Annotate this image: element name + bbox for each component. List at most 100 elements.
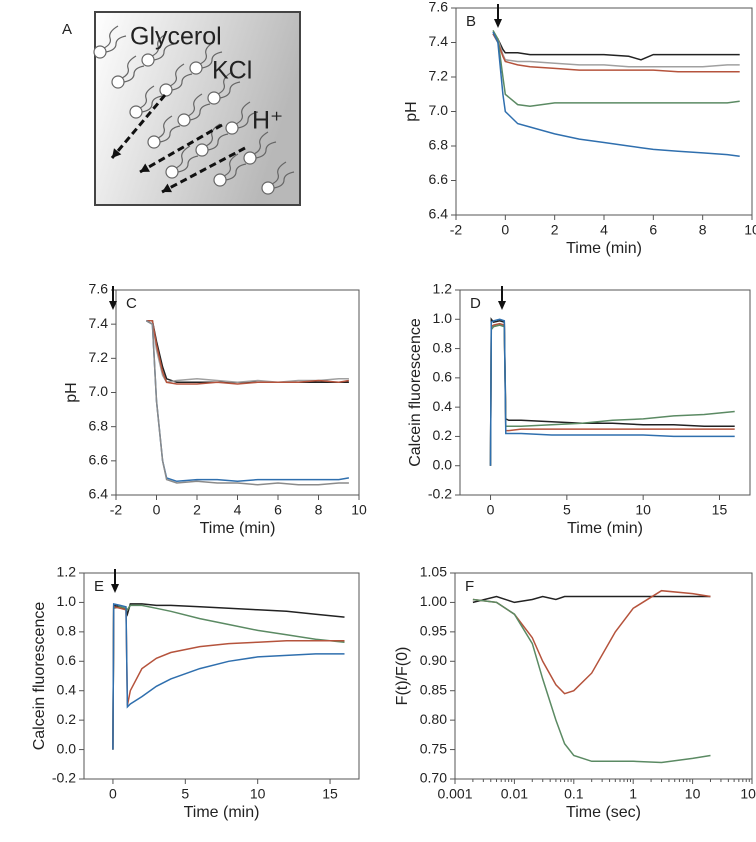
- series-line: [489, 324, 735, 466]
- plot-frame: [459, 289, 751, 496]
- y-tick-label: 0.2: [57, 711, 77, 727]
- y-tick-label: 7.2: [429, 68, 449, 84]
- lipid-tail: [123, 65, 145, 83]
- chart-panel: 6.4 6.6 6.8 7.0 7.2 7.4 7.6 -2 0 2 4 6 8 10 Time (min)…: [403, 0, 756, 257]
- y-tick-label: 0.6: [433, 369, 453, 385]
- y-tick-label: 0.6: [57, 652, 77, 668]
- series-line: [492, 33, 740, 73]
- y-tick-label: 7.2: [89, 349, 109, 365]
- y-tick-label: 1.05: [420, 564, 447, 580]
- x-axis-title: Time (min): [566, 240, 642, 257]
- y-tick-label: 1.00: [420, 593, 447, 609]
- y-tick-label: 1.2: [57, 564, 77, 580]
- x-axis-title: Time (min): [200, 520, 276, 537]
- lipid-tail: [171, 73, 193, 91]
- lipid-tail: [271, 161, 287, 185]
- x-tick-label: 10: [250, 786, 266, 802]
- lipid-tail: [219, 81, 241, 99]
- x-tick-label: 6: [274, 502, 282, 518]
- lipid-tail: [217, 71, 233, 95]
- y-tick-label: 0.2: [433, 427, 453, 443]
- series-line: [492, 33, 740, 68]
- x-tick-label: 5: [181, 786, 189, 802]
- lipid-tail: [205, 123, 221, 147]
- series-line: [489, 322, 735, 466]
- x-tick-label: 100: [740, 786, 756, 802]
- lipid-tail: [207, 133, 229, 151]
- series-line: [112, 602, 345, 750]
- diagram-box: [94, 11, 301, 206]
- series-line: [489, 317, 735, 466]
- x-tick-label: 0: [153, 502, 161, 518]
- addition-arrow-head: [494, 19, 502, 28]
- lipid-tail: [121, 55, 137, 79]
- y-tick-label: 7.4: [429, 33, 449, 49]
- transport-arrow: [110, 94, 167, 159]
- y-tick-label: 0.90: [420, 652, 447, 668]
- y-tick-label: 0.8: [433, 339, 453, 355]
- y-tick-label: 6.6: [429, 171, 449, 187]
- lipid-tail: [235, 101, 251, 125]
- x-tick-label: -2: [110, 502, 123, 518]
- series-line: [146, 320, 349, 384]
- x-tick-label: 8: [699, 222, 707, 238]
- y-tick-label: 6.8: [429, 137, 449, 153]
- y-tick-label: 6.8: [89, 417, 109, 433]
- y-tick-label: 0.4: [57, 681, 77, 697]
- x-tick-label: 0.1: [564, 786, 584, 802]
- x-tick-label: 2: [193, 502, 201, 518]
- x-tick-label: 0: [109, 786, 117, 802]
- series-line: [472, 598, 711, 764]
- series-line: [492, 31, 740, 158]
- lipid-tail: [187, 93, 203, 117]
- lipid-tail: [237, 111, 259, 129]
- panel-letter: A: [62, 21, 72, 38]
- x-tick-label: 4: [234, 502, 242, 518]
- series-line: [492, 33, 740, 61]
- y-tick-label: 6.4: [429, 206, 449, 222]
- lipid-tail: [169, 63, 185, 87]
- series-line: [112, 605, 345, 750]
- x-axis-title: Time (min): [567, 520, 643, 537]
- y-tick-label: 7.0: [89, 383, 109, 399]
- panel-letter: B: [466, 13, 476, 30]
- x-tick-label: 15: [322, 786, 338, 802]
- lipid-tail: [153, 43, 175, 61]
- molecule-label: Glycerol: [130, 23, 222, 51]
- y-tick-label: 0.8: [57, 623, 77, 639]
- transport-arrow: [139, 123, 223, 174]
- plot-frame: [455, 7, 753, 216]
- addition-arrow-head: [498, 301, 506, 310]
- y-tick-label: 7.6: [429, 0, 449, 15]
- y-axis-title: F(t)/F(0): [394, 647, 411, 706]
- y-tick-label: 0.80: [420, 711, 447, 727]
- panel-letter: E: [94, 578, 104, 595]
- series-line: [489, 318, 735, 466]
- molecule-label: KCl: [212, 57, 252, 85]
- lipid-tail: [139, 85, 155, 109]
- y-tick-label: 0.95: [420, 623, 447, 639]
- y-tick-label: 6.4: [89, 486, 109, 502]
- series-line: [146, 320, 349, 486]
- x-tick-label: 2: [551, 222, 559, 238]
- y-tick-label: 1.2: [433, 281, 453, 297]
- y-tick-label: 1.0: [57, 593, 77, 609]
- chart-panel: 0.70 0.75 0.80 0.85 0.90 0.95 1.00 1.05 0.001 0.0…: [394, 564, 756, 822]
- lipid-tail: [189, 103, 211, 121]
- panel-letter: D: [470, 295, 481, 312]
- series-line: [146, 320, 350, 483]
- lipid-tail: [201, 51, 223, 69]
- y-tick-label: 7.6: [89, 281, 109, 297]
- series-line: [146, 320, 350, 385]
- molecule-label: H⁺: [252, 107, 283, 135]
- y-axis-title: Calcein fluorescence: [407, 318, 424, 467]
- lipid-tail: [141, 95, 163, 113]
- x-tick-label: 15: [712, 502, 728, 518]
- addition-arrow-head: [111, 584, 119, 593]
- y-tick-label: 7.4: [89, 315, 109, 331]
- x-tick-label: 1: [629, 786, 637, 802]
- y-tick-label: 0.70: [420, 770, 447, 786]
- lipid-tail: [103, 25, 119, 49]
